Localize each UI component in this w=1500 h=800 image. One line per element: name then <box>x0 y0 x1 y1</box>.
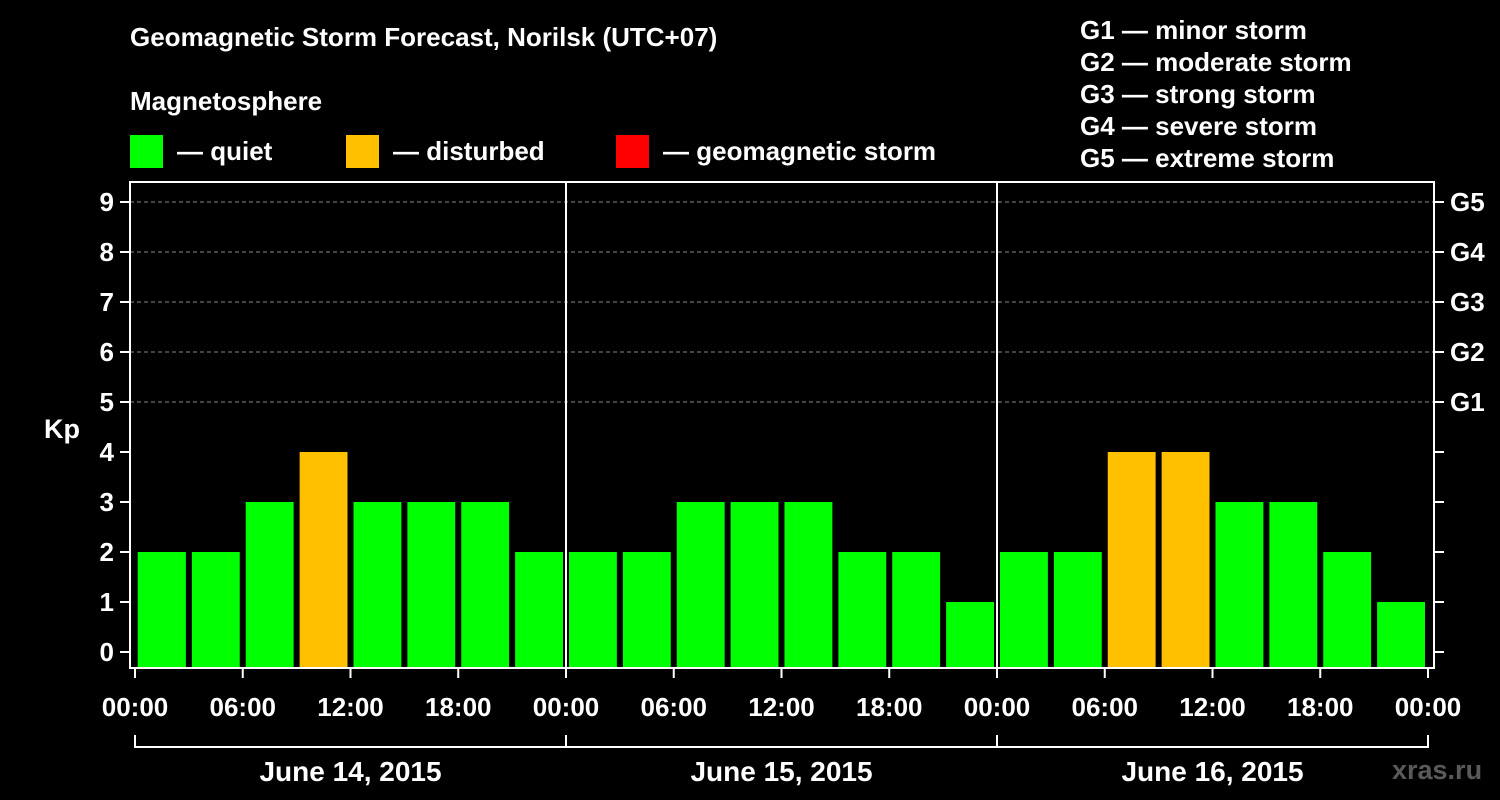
bar-kp-19 <box>1161 452 1210 667</box>
bar-kp-5 <box>407 502 456 667</box>
y-tick-label-3: 3 <box>100 487 114 517</box>
storm-scale-g2: G2 — moderate storm <box>1080 47 1352 77</box>
legend-label-storm: — geomagnetic storm <box>663 135 937 166</box>
y-tick-label-9: 9 <box>100 187 114 217</box>
x-tick-label-5: 06:00 <box>641 692 708 722</box>
magnetosphere-label: Magnetosphere <box>130 86 323 116</box>
y-axis-label: Kp <box>44 414 80 444</box>
legend-item-quiet: — quiet <box>130 134 272 168</box>
right-axis-label-g1: G1 <box>1450 387 1485 417</box>
bar-kp-17 <box>1053 552 1102 667</box>
x-tick-label-4: 00:00 <box>533 692 600 722</box>
y-tick-label-5: 5 <box>100 387 114 417</box>
x-tick-label-9: 06:00 <box>1072 692 1139 722</box>
right-axis-label-g2: G2 <box>1450 337 1485 367</box>
x-tick-label-2: 12:00 <box>317 692 384 722</box>
x-tick-label-12: 00:00 <box>1395 692 1462 722</box>
bar-kp-8 <box>569 552 617 667</box>
bar-kp-21 <box>1269 502 1318 667</box>
bar-kp-10 <box>676 502 725 667</box>
x-tick-label-10: 12:00 <box>1179 692 1246 722</box>
right-axis-label-g5: G5 <box>1450 187 1485 217</box>
legend-item-disturbed: — disturbed <box>346 134 545 168</box>
watermark: xras.ru <box>1392 755 1483 785</box>
bar-kp-3 <box>299 452 348 667</box>
bar-kp-16 <box>1000 552 1048 667</box>
bar-kp-11 <box>730 502 779 667</box>
date-label-1: June 15, 2015 <box>690 756 872 787</box>
y-tick-label-6: 6 <box>100 337 114 367</box>
y-tick-label-0: 0 <box>100 637 114 667</box>
legend-swatch-quiet <box>130 134 163 168</box>
y-tick-label-1: 1 <box>100 587 114 617</box>
bar-kp-9 <box>622 552 671 667</box>
x-tick-label-11: 18:00 <box>1287 692 1354 722</box>
y-tick-label-2: 2 <box>100 537 114 567</box>
x-tick-label-0: 00:00 <box>102 692 169 722</box>
bar-kp-0 <box>137 552 186 667</box>
bar-kp-4 <box>353 502 402 667</box>
x-tick-label-3: 18:00 <box>425 692 492 722</box>
legend-swatch-disturbed <box>346 134 379 168</box>
x-tick-label-8: 00:00 <box>964 692 1031 722</box>
bar-kp-18 <box>1107 452 1156 667</box>
right-axis-label-g4: G4 <box>1450 237 1485 267</box>
storm-scale-g3: G3 — strong storm <box>1080 79 1316 109</box>
storm-scale-legend: G1 — minor storm G2 — moderate storm G3 … <box>1080 14 1352 174</box>
magnetosphere-legend: — quiet — disturbed — geomagnetic storm <box>130 134 1030 168</box>
bar-layer <box>137 452 1425 667</box>
bar-kp-2 <box>245 502 294 667</box>
y-tick-label-8: 8 <box>100 237 114 267</box>
bar-kp-6 <box>461 502 510 667</box>
storm-scale-g1: G1 — minor storm <box>1080 15 1307 45</box>
bar-kp-20 <box>1215 502 1264 667</box>
bar-kp-15 <box>946 602 994 667</box>
legend-label-quiet: — quiet <box>177 135 273 166</box>
legend-item-storm: — geomagnetic storm <box>616 134 936 168</box>
right-axis-label-g3: G3 <box>1450 287 1485 317</box>
bar-kp-1 <box>191 552 240 667</box>
y-tick-label-7: 7 <box>100 287 114 317</box>
bar-kp-12 <box>784 502 833 667</box>
x-tick-label-1: 06:00 <box>210 692 277 722</box>
x-tick-label-7: 18:00 <box>856 692 923 722</box>
storm-scale-g5: G5 — extreme storm <box>1080 143 1335 173</box>
chart-title: Geomagnetic Storm Forecast, Norilsk (UTC… <box>130 22 718 52</box>
bar-kp-23 <box>1377 602 1425 667</box>
axis-layer: 0 1 2 3 4 5 6 7 8 9 G1 G2 G3 G4 G5 00:00 06:00 12:00 18:00… <box>100 181 1485 787</box>
bar-kp-7 <box>515 552 563 667</box>
bar-kp-13 <box>838 552 887 667</box>
x-tick-label-6: 12:00 <box>748 692 815 722</box>
y-tick-label-4: 4 <box>100 437 115 467</box>
bar-kp-22 <box>1323 552 1372 667</box>
date-label-0: June 14, 2015 <box>259 756 441 787</box>
grid-layer <box>130 201 1434 403</box>
legend-label-disturbed: — disturbed <box>393 135 545 166</box>
legend-swatch-storm <box>616 134 649 168</box>
storm-scale-g4: G4 — severe storm <box>1080 111 1318 141</box>
date-label-2: June 16, 2015 <box>1121 756 1303 787</box>
bar-kp-14 <box>892 552 941 667</box>
